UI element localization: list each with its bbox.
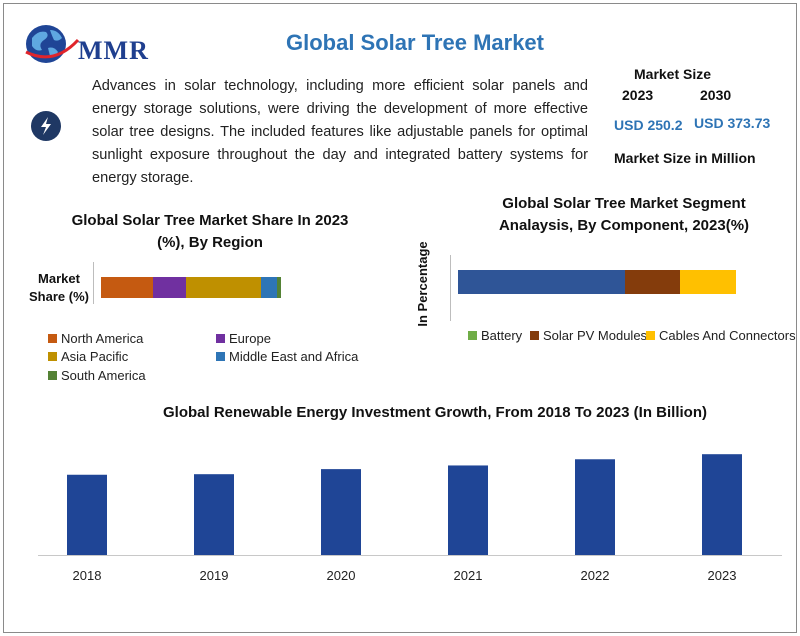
component-segment-cables-and-connectors	[680, 270, 736, 294]
investment-bar-chart: 2018 2019 2020 2021 2022 2023	[38, 454, 782, 583]
legend-north-america: North America	[48, 331, 143, 346]
region-segment-europe	[153, 277, 186, 298]
investment-bar-2020	[321, 469, 361, 555]
legend-swatch	[530, 331, 539, 340]
infographic-frame	[3, 3, 797, 633]
legend-south-america: South America	[48, 368, 146, 383]
legend-asia-pacific: Asia Pacific	[48, 349, 128, 364]
component-segment-solar-pv-modules	[624, 270, 681, 294]
component-stacked-bar	[458, 270, 736, 294]
legend-battery: Battery	[468, 328, 522, 343]
legend-cables-connectors: Cables And Connectors	[646, 328, 796, 343]
market-size-year-start: 2023	[622, 87, 654, 103]
legend-middle-east-africa: Middle East and Africa	[216, 349, 358, 364]
component-chart-axis	[450, 255, 451, 321]
region-segment-middle-east-and-africa	[261, 277, 278, 298]
investment-tick-label: 2019	[200, 568, 229, 583]
region-stacked-bar	[101, 277, 281, 298]
legend-label: Cables And Connectors	[659, 328, 796, 343]
region-segment-north-america	[101, 277, 154, 298]
market-size-title: Market Size	[634, 66, 712, 82]
legend-europe: Europe	[216, 331, 271, 346]
region-chart-ylabel: Market Share (%)	[29, 271, 89, 304]
logo: MMR	[20, 22, 170, 70]
legend-swatch	[468, 331, 477, 340]
component-chart-ylabel-text: In Percentage	[415, 241, 430, 327]
market-size-unit: Market Size in Million	[614, 150, 756, 166]
region-chart-axis	[93, 262, 94, 304]
investment-tick-label: 2018	[73, 568, 102, 583]
legend-swatch	[216, 334, 225, 343]
legend-solar-pv-modules: Solar PV Modules	[530, 328, 647, 343]
legend-label: Europe	[229, 331, 271, 346]
investment-bar-2018	[67, 474, 107, 555]
legend-label: Middle East and Africa	[229, 349, 359, 364]
investment-tick-label: 2021	[454, 568, 483, 583]
legend-label: Battery	[481, 328, 523, 343]
investment-bar-2023	[702, 454, 742, 555]
globe-icon	[25, 25, 80, 63]
legend-label: Solar PV Modules	[543, 328, 648, 343]
region-segment-asia-pacific	[185, 277, 262, 298]
logo-text: MMR	[78, 36, 149, 65]
legend-swatch	[646, 331, 655, 340]
legend-label: North America	[61, 331, 144, 346]
legend-label: Asia Pacific	[61, 349, 129, 364]
investment-bar-2019	[194, 474, 234, 555]
legend-swatch	[48, 334, 57, 343]
investment-tick-label: 2020	[327, 568, 356, 583]
investment-tick-label: 2023	[708, 568, 737, 583]
market-size-value-start: USD 250.2	[614, 117, 683, 133]
region-chart-title: Global Solar Tree Market Share In 2023 (…	[71, 212, 349, 251]
lightning-bolt-icon	[31, 111, 61, 141]
investment-chart-title: Global Renewable Energy Investment Growt…	[162, 404, 707, 421]
description-text: Advances in solar technology, including …	[92, 78, 588, 186]
region-segment-south-america	[277, 277, 281, 298]
legend-swatch	[216, 352, 225, 361]
legend-label: South America	[61, 368, 146, 383]
market-size-value-end: USD 373.73	[694, 115, 771, 131]
legend-swatch	[48, 371, 57, 380]
component-chart-title: Global Solar Tree Market Segment Analays…	[498, 195, 750, 234]
market-size-year-end: 2030	[700, 87, 732, 103]
investment-bar-2022	[575, 459, 615, 555]
component-chart-ylabel: In Percentage	[398, 241, 448, 326]
investment-tick-label: 2022	[581, 568, 610, 583]
legend-swatch	[48, 352, 57, 361]
component-segment-battery	[458, 270, 625, 294]
page-title: Global Solar Tree Market	[286, 30, 544, 55]
investment-bar-2021	[448, 465, 488, 555]
